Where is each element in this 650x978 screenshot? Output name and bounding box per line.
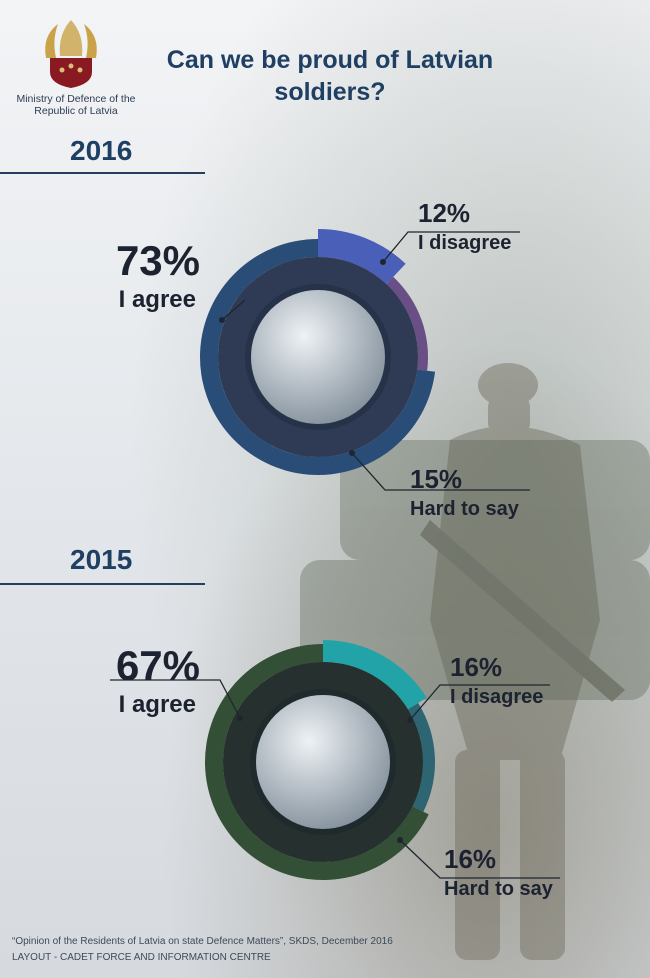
- leader-dot: [380, 259, 386, 265]
- leader-dot: [407, 717, 413, 723]
- donut-chart-2016: 73%I agree 12% I disagree 15% Hard to say: [116, 198, 530, 520]
- layout-credit: LAYOUT - CADET FORCE AND INFORMATION CEN…: [12, 952, 271, 963]
- category-label: I agree: [119, 691, 196, 718]
- year-label-2015: 2015: [70, 544, 133, 575]
- leader-dot: [349, 450, 355, 456]
- leader-line: [399, 839, 560, 879]
- page-title: Can we be proud of Latvian soldiers?: [166, 46, 494, 106]
- leader-dot: [219, 317, 225, 323]
- year-label-2016: 2016: [70, 135, 133, 166]
- slice-i-disagree: [323, 640, 427, 710]
- leader-dot: [397, 837, 403, 843]
- category-label: Hard to say: [410, 498, 520, 520]
- year-divider-2016: [0, 172, 205, 174]
- source-note: “Opinion of the Residents of Latvia on s…: [12, 936, 393, 947]
- ministry-name: Ministry of Defence of the Republic of L…: [16, 93, 136, 117]
- leader-line: [221, 299, 246, 321]
- value-label: 16%: [444, 844, 496, 874]
- leader-line: [351, 452, 530, 491]
- category-label: I disagree: [418, 232, 511, 254]
- leader-line: [382, 231, 520, 263]
- donut-center: [245, 284, 391, 430]
- value-label: 15%: [410, 464, 462, 494]
- donut-chart-2015: 67%I agree 16% I disagree 16% Hard to say: [110, 640, 560, 900]
- soldier-silhouette: [420, 363, 625, 960]
- year-divider-2015: [0, 583, 205, 585]
- leader-line: [110, 679, 241, 719]
- leader-line: [409, 684, 550, 721]
- category-label: Hard to say: [444, 878, 554, 900]
- value-label: 73%: [116, 237, 200, 284]
- slice-hard-to-say: [386, 276, 429, 371]
- donut-center: [250, 689, 396, 835]
- slice-i-disagree: [318, 229, 406, 285]
- category-label: I disagree: [450, 686, 543, 708]
- category-label: I agree: [119, 286, 196, 313]
- leader-dot: [237, 715, 243, 721]
- value-label: 12%: [418, 198, 470, 228]
- slice-hard-to-say: [407, 702, 435, 812]
- value-label: 67%: [116, 642, 200, 689]
- value-label: 16%: [450, 652, 502, 682]
- ministry-crest-icon: [45, 20, 97, 88]
